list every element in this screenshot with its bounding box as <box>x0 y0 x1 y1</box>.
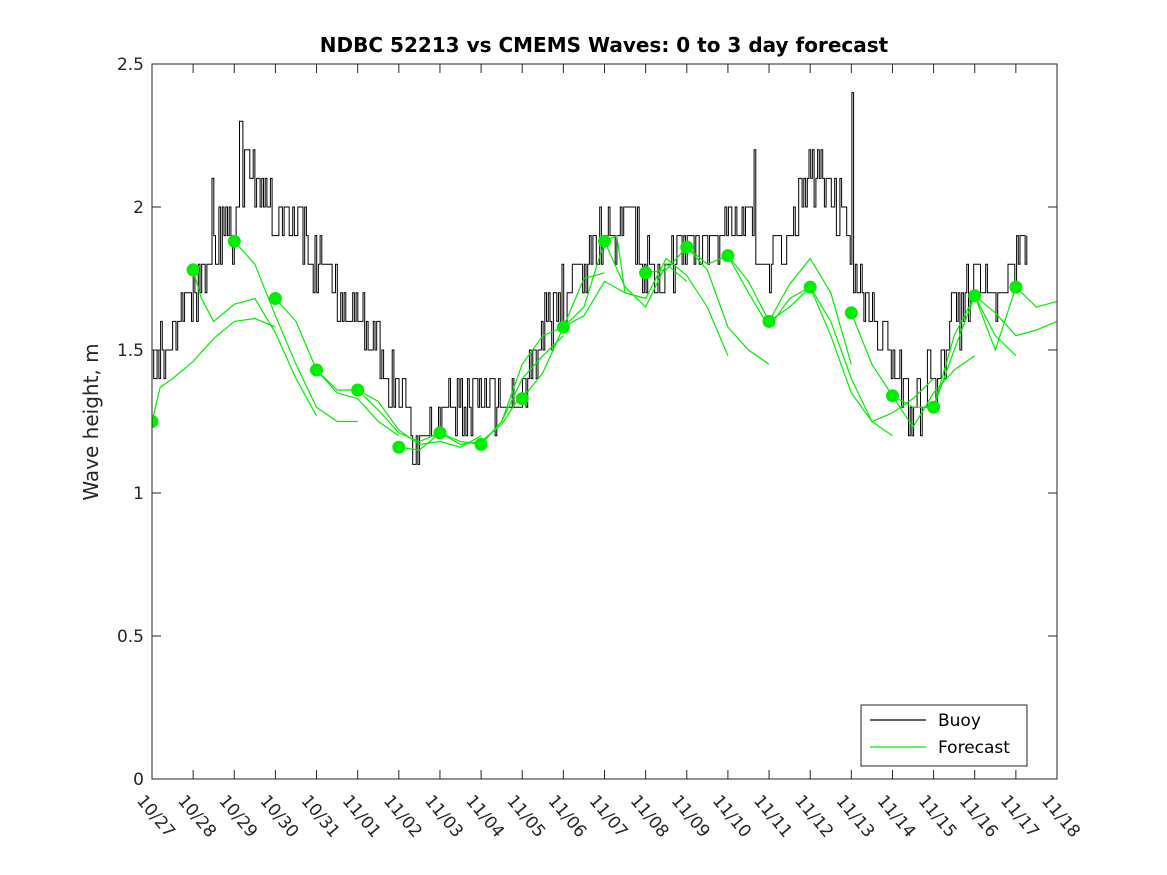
y-tick-label: 1 <box>133 484 144 504</box>
x-tick-label: 11/17 <box>996 791 1043 841</box>
buoy-line <box>152 92 1028 465</box>
x-tick-label: 11/11 <box>749 791 796 841</box>
forecast-marker-0 <box>152 415 159 428</box>
forecast-line-2 <box>233 240 358 423</box>
forecast-line-1 <box>192 269 318 417</box>
forecast-marker-2 <box>227 234 241 248</box>
forecast-marker-11 <box>598 234 611 248</box>
x-tick-label: 10/29 <box>214 791 261 841</box>
forecast-line-19 <box>933 294 1057 408</box>
forecast-marker-10 <box>556 320 570 334</box>
x-tick-label: 11/05 <box>502 791 549 841</box>
forecast-line-14 <box>727 255 852 365</box>
forecast-line-4 <box>316 369 441 443</box>
forecast-marker-9 <box>515 392 529 406</box>
y-tick-label: 2 <box>133 198 144 218</box>
forecast-marker-17 <box>844 306 858 320</box>
legend-box <box>860 704 1028 767</box>
forecast-line-7 <box>439 335 564 446</box>
axes-box <box>151 63 1058 780</box>
x-tick-label: 11/13 <box>831 791 878 841</box>
forecast-line-11 <box>604 234 729 356</box>
y-tick-label: 2.5 <box>117 55 144 75</box>
x-tick-label: 11/12 <box>790 791 837 841</box>
forecast-marker-6 <box>392 440 406 454</box>
forecast-marker-19 <box>927 400 941 414</box>
forecast-marker-8 <box>474 437 488 451</box>
forecast-marker-15 <box>762 314 776 328</box>
x-tick-label: 10/30 <box>256 791 303 841</box>
forecast-line-6 <box>398 392 523 451</box>
y-tick-label: 1.5 <box>117 341 144 361</box>
forecast-marker-18 <box>886 389 899 403</box>
forecast-marker-14 <box>721 249 735 263</box>
forecast-marker-3 <box>268 292 282 305</box>
x-tick-label: 10/31 <box>297 791 344 841</box>
x-tick-label: 10/28 <box>173 791 220 841</box>
plot-area <box>152 92 1057 465</box>
x-tick-label: 11/07 <box>585 791 632 841</box>
y-axis-label: Wave height, m <box>79 343 103 500</box>
x-tick-label: 11/01 <box>338 791 385 841</box>
x-tick-label: 11/06 <box>544 791 591 841</box>
forecast-marker-7 <box>433 426 447 440</box>
legend-forecast-label: Forecast <box>938 738 1010 758</box>
forecast-line-13 <box>686 246 811 329</box>
y-tick-label: 0 <box>133 770 144 790</box>
x-tick-label: 11/09 <box>667 791 714 841</box>
x-tick-label: 11/15 <box>914 791 961 841</box>
x-tick-label: 11/03 <box>420 791 467 841</box>
legend-buoy-label: Buoy <box>938 711 981 731</box>
x-tick-label: 11/08 <box>626 791 673 841</box>
forecast-line-12 <box>645 246 770 365</box>
forecast-line-18 <box>892 294 1017 408</box>
forecast-marker-12 <box>639 266 653 280</box>
forecast-marker-13 <box>680 240 694 254</box>
chart-title: NDBC 52213 vs CMEMS Waves: 0 to 3 day fo… <box>320 33 889 57</box>
x-tick-label: 11/16 <box>955 791 1002 841</box>
forecast-line-9 <box>521 280 646 399</box>
forecast-line-5 <box>357 389 482 448</box>
x-tick-label: 11/10 <box>708 791 755 841</box>
x-tick-label: 11/18 <box>1037 791 1084 841</box>
forecast-marker-4 <box>310 363 323 377</box>
legend: Buoy Forecast <box>860 704 1028 767</box>
y-tick-label: 0.5 <box>117 627 144 647</box>
forecast-marker-1 <box>186 263 200 277</box>
x-tick-label: 11/04 <box>461 791 508 841</box>
forecast-line-8 <box>480 272 605 445</box>
x-tick-label: 11/02 <box>379 791 426 841</box>
forecast-line-16 <box>809 286 935 423</box>
forecast-line-0 <box>152 317 276 422</box>
forecast-marker-21 <box>1009 280 1023 294</box>
forecast-line-17 <box>850 312 976 429</box>
x-tick-label: 10/27 <box>132 791 179 841</box>
forecast-marker-16 <box>803 280 817 294</box>
forecast-line-10 <box>562 239 688 328</box>
forecast-marker-5 <box>351 383 365 397</box>
forecast-line-3 <box>274 298 400 437</box>
forecast-marker-20 <box>968 289 982 303</box>
x-tick-label: 11/14 <box>873 791 920 841</box>
